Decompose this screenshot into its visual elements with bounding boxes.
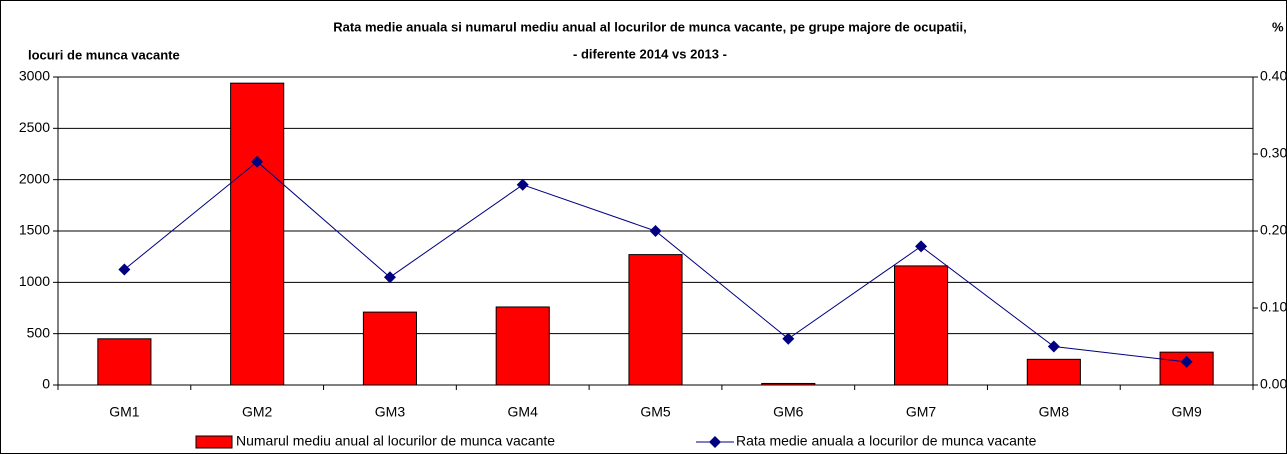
marker [516,178,529,191]
x-tick-label: GM9 [1171,404,1202,420]
y2-axis-label: % [1272,19,1284,34]
marker [915,240,928,253]
marker [118,263,131,276]
y-tick-label: 1000 [19,273,50,289]
x-tick-label: GM8 [1039,404,1070,420]
marker [1047,340,1060,353]
x-tick-label: GM5 [640,404,671,420]
bar [894,265,949,386]
marker [649,225,662,237]
marker [1180,355,1193,368]
y-tick-label: 1500 [19,222,50,238]
y-axis-label: locuri de munca vacante [28,47,180,62]
chart-subtitle: - diferente 2014 vs 2013 - [573,46,727,61]
bar [628,254,683,386]
x-tick-label: GM3 [375,404,406,420]
y-tick-label: 2500 [19,119,50,135]
x-tick-label: GM4 [508,404,539,420]
bar [230,82,285,386]
y2-tick-label: 0.00 [1260,376,1287,392]
legend-label: Rata medie anuala a locurilor de munca v… [736,433,1037,449]
marker [782,332,795,345]
x-tick-label: GM7 [906,404,937,420]
y-tick-label: 2000 [19,170,50,186]
marker [383,271,396,284]
bar [362,311,417,386]
y-tick-label: 0 [42,376,50,392]
x-tick-label: GM1 [109,404,140,420]
y-tick-label: 3000 [19,68,50,84]
x-tick-label: GM2 [242,404,273,420]
y2-tick-label: 0.30 [1260,145,1287,161]
y-tick-label: 500 [27,324,51,340]
y2-tick-label: 0.20 [1260,222,1287,238]
marker [251,155,264,168]
legend-label: Numarul mediu anual al locurilor de munc… [236,433,555,449]
legend-marker [709,436,721,448]
chart-title: Rata medie anuala si numarul mediu anual… [333,19,967,34]
bar [1026,358,1081,386]
legend-swatch [195,435,233,449]
bar [495,306,550,386]
y2-tick-label: 0.10 [1260,299,1287,315]
y2-tick-label: 0.40 [1260,68,1287,84]
bar [97,338,152,386]
bar [761,382,816,386]
x-tick-label: GM6 [773,404,804,420]
